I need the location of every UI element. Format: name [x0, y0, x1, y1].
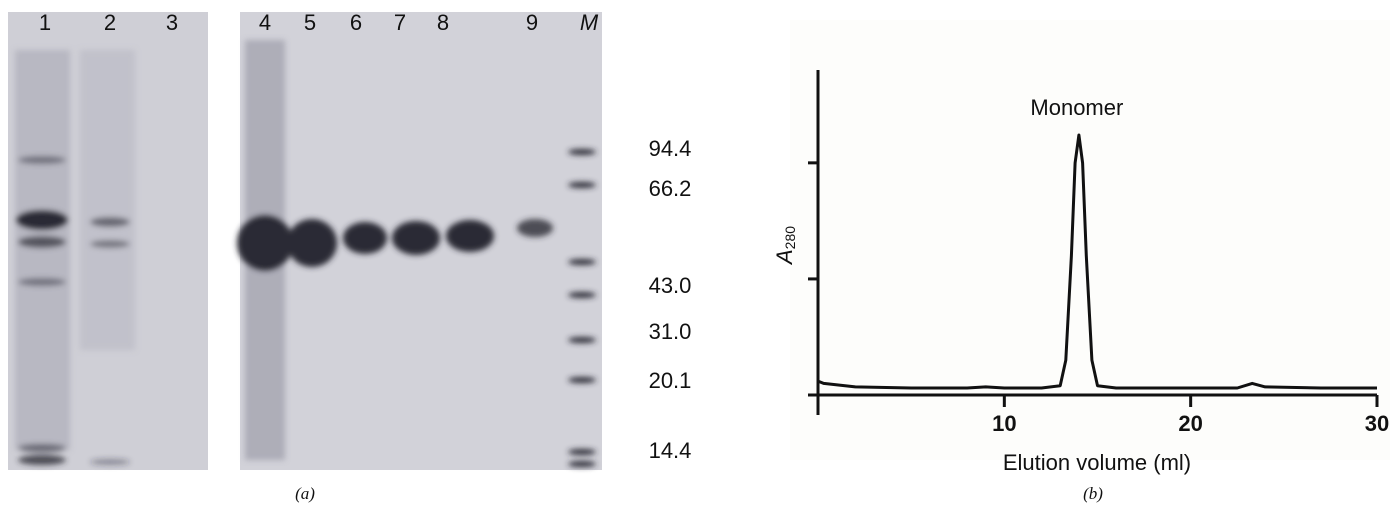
marker-label: 20.1 — [649, 368, 692, 393]
lane-label: M — [580, 10, 599, 35]
x-tick-label: 30 — [1365, 411, 1389, 436]
lane-label: 5 — [304, 10, 316, 35]
annotation: Monomer — [1030, 95, 1123, 120]
caption-b: (b) — [1083, 484, 1103, 503]
marker-label: 66.2 — [649, 176, 692, 201]
lane-label: 3 — [166, 10, 178, 35]
marker-label: 43.0 — [649, 273, 692, 298]
y-axis-label: A280 — [772, 226, 798, 266]
marker-label: 94.4 — [649, 136, 692, 161]
elution-trace — [817, 133, 1377, 390]
caption-a: (a) — [295, 484, 315, 503]
y-label-symbol: A — [772, 249, 797, 266]
marker-label: 31.0 — [649, 319, 692, 344]
x-tick-label: 20 — [1178, 411, 1202, 436]
y-label-subscript: 280 — [782, 226, 798, 250]
lane-label: 7 — [394, 10, 406, 35]
lane-label: 2 — [104, 10, 116, 35]
marker-label: 14.4 — [649, 438, 692, 463]
lane-label: 9 — [526, 10, 538, 35]
lane-label: 8 — [437, 10, 449, 35]
x-axis-label: Elution volume (ml) — [1003, 450, 1191, 475]
gel-bands — [15, 40, 596, 467]
lane-label: 6 — [350, 10, 362, 35]
gel-image — [8, 12, 602, 470]
lane-label: 4 — [259, 10, 271, 35]
x-tick-label: 10 — [992, 411, 1016, 436]
lane-label: 1 — [39, 10, 51, 35]
